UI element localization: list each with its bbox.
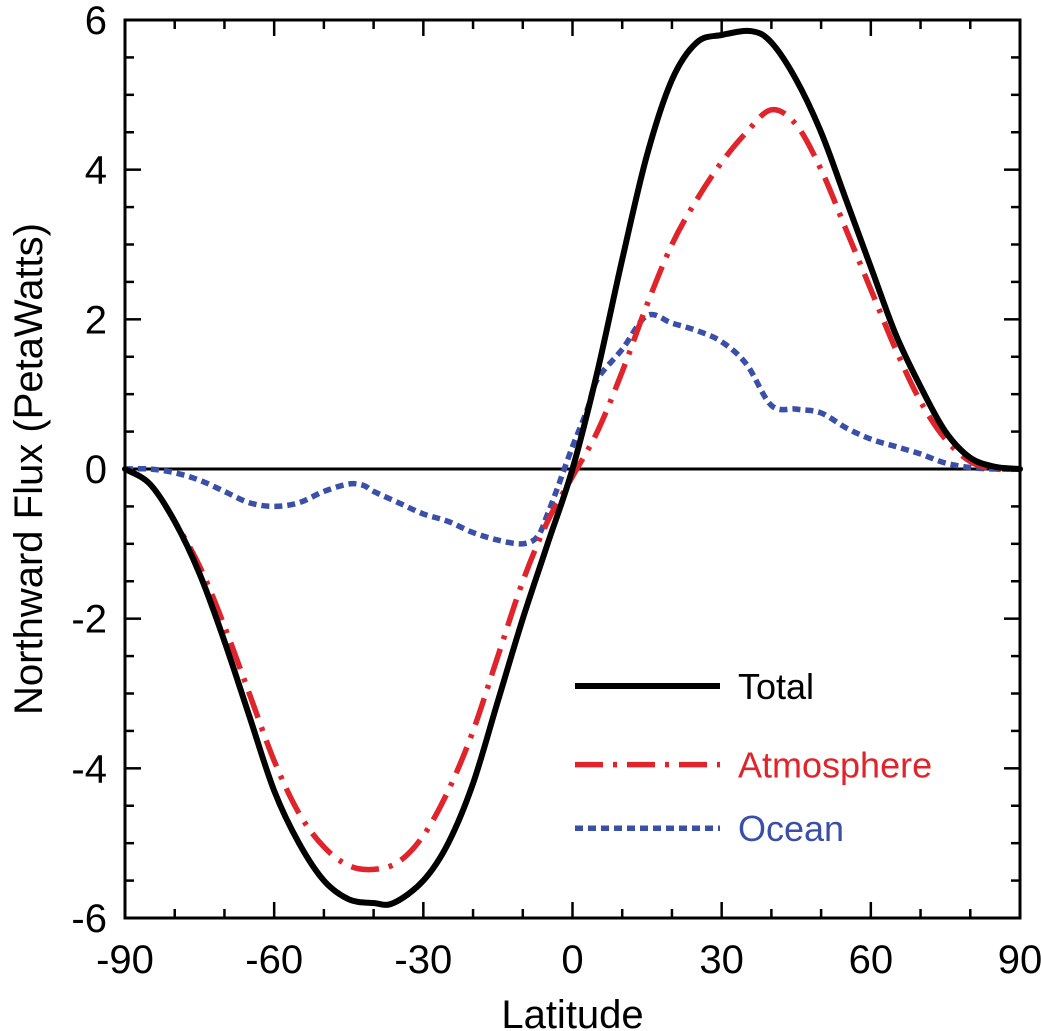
y-tick-label: -4 [71, 747, 107, 791]
series-lines [122, 27, 1023, 908]
x-tick-label: -30 [394, 938, 452, 982]
y-tick-label: -6 [71, 897, 107, 941]
x-tick-label: 90 [998, 938, 1041, 982]
y-tick-label: -2 [71, 598, 107, 642]
y-tick-label: 0 [85, 448, 107, 492]
x-tick-label: 30 [699, 938, 744, 982]
series-total-line [122, 27, 1023, 908]
y-axis-title: Northward Flux (PetaWatts) [7, 223, 51, 715]
x-tick-label: 60 [849, 938, 894, 982]
x-axis-title: Latitude [501, 993, 643, 1031]
y-tick-label: 2 [85, 298, 107, 342]
legend-ocean-label: Ocean [738, 808, 844, 849]
tick-labels: -90 -60 -30 0 30 60 90 -6 -4 -2 0 2 4 6 [71, 0, 1041, 982]
plot-frame [123, 18, 1022, 920]
series-ocean-line [124, 311, 1021, 547]
x-tick-label: -90 [96, 938, 154, 982]
y-tick-label: 6 [85, 0, 107, 43]
y-tick-label: 4 [85, 149, 107, 193]
legend: Total Atmosphere Ocean [575, 666, 932, 849]
legend-total-label: Total [738, 666, 814, 707]
x-tick-label: 0 [561, 938, 583, 982]
x-tick-label: -60 [245, 938, 303, 982]
legend-atmosphere-label: Atmosphere [738, 745, 932, 786]
